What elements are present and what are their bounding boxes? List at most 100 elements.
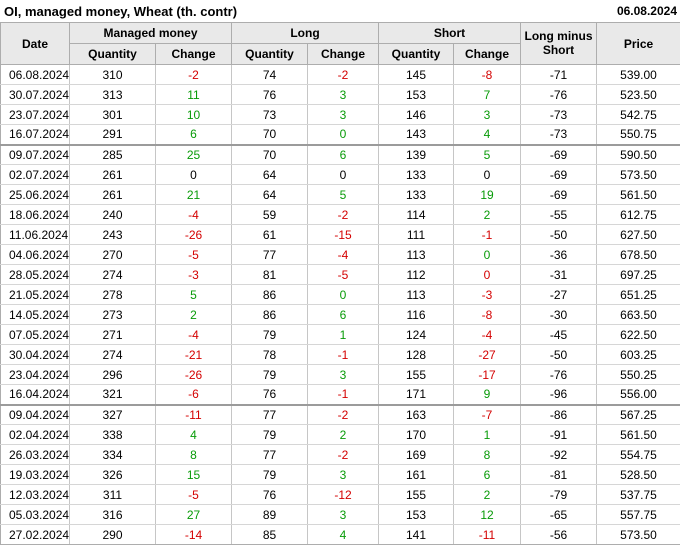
managed-change-cell: 27 [155, 504, 232, 525]
col-header-short-change: Change [453, 43, 522, 65]
short-change-cell: -17 [453, 364, 522, 385]
short-change-cell: 7 [453, 84, 522, 105]
price-cell: 557.75 [596, 504, 680, 525]
short-quantity-cell: 111 [378, 224, 455, 245]
managed-change-cell: -26 [155, 364, 232, 385]
table-row: 14.05.2024 273 2 86 6 116 -8 -30 663.50 [0, 304, 680, 325]
short-quantity-cell: 161 [378, 464, 455, 485]
managed-quantity-cell: 338 [69, 424, 156, 445]
short-change-cell: 0 [453, 164, 522, 185]
date-cell: 05.03.2024 [0, 504, 70, 525]
short-quantity-cell: 163 [378, 404, 455, 425]
long-quantity-cell: 59 [231, 204, 308, 225]
managed-change-cell: 4 [155, 424, 232, 445]
long-minus-short-cell: -91 [520, 424, 598, 445]
managed-quantity-cell: 285 [69, 144, 156, 165]
short-change-cell: 4 [453, 124, 522, 146]
short-quantity-cell: 143 [378, 124, 455, 146]
table-row: 30.04.2024 274 -21 78 -1 128 -27 -50 603… [0, 344, 680, 365]
date-cell: 06.08.2024 [0, 64, 70, 85]
price-cell: 550.25 [596, 364, 680, 385]
short-change-cell: 1 [453, 424, 522, 445]
long-change-cell: -12 [306, 484, 380, 505]
table-row: 26.03.2024 334 8 77 -2 169 8 -92 554.75 [0, 444, 680, 465]
short-change-cell: -7 [453, 404, 522, 425]
long-change-cell: -2 [306, 64, 380, 85]
long-minus-short-cell: -71 [520, 64, 598, 85]
table-row: 23.04.2024 296 -26 79 3 155 -17 -76 550.… [0, 364, 680, 385]
short-change-cell: 2 [453, 484, 522, 505]
date-cell: 12.03.2024 [0, 484, 70, 505]
long-minus-short-cell: -50 [520, 224, 598, 245]
short-quantity-cell: 153 [378, 504, 455, 525]
managed-change-cell: 21 [155, 184, 232, 205]
long-change-cell: -1 [306, 344, 380, 365]
long-minus-short-cell: -76 [520, 84, 598, 105]
long-quantity-cell: 79 [231, 324, 308, 345]
managed-quantity-cell: 313 [69, 84, 156, 105]
short-change-cell: -27 [453, 344, 522, 365]
date-cell: 26.03.2024 [0, 444, 70, 465]
managed-quantity-cell: 240 [69, 204, 156, 225]
short-quantity-cell: 146 [378, 104, 455, 125]
managed-change-cell: -6 [155, 384, 232, 406]
table-row: 09.04.2024 327 -11 77 -2 163 -7 -86 567.… [0, 404, 680, 425]
long-minus-short-cell: -50 [520, 344, 598, 365]
managed-change-cell: -21 [155, 344, 232, 365]
short-change-cell: 19 [453, 184, 522, 205]
managed-quantity-cell: 311 [69, 484, 156, 505]
table-row: 23.07.2024 301 10 73 3 146 3 -73 542.75 [0, 104, 680, 125]
short-change-cell: 5 [453, 144, 522, 165]
managed-quantity-cell: 296 [69, 364, 156, 385]
short-quantity-cell: 133 [378, 184, 455, 205]
long-quantity-cell: 64 [231, 184, 308, 205]
price-cell: 678.50 [596, 244, 680, 265]
date-cell: 16.07.2024 [0, 124, 70, 146]
short-quantity-cell: 171 [378, 384, 455, 406]
short-quantity-cell: 145 [378, 64, 455, 85]
short-quantity-cell: 128 [378, 344, 455, 365]
table-row: 09.07.2024 285 25 70 6 139 5 -69 590.50 [0, 144, 680, 165]
long-change-cell: 4 [306, 524, 380, 545]
col-header-short: Short [378, 22, 522, 44]
short-change-cell: 9 [453, 384, 522, 406]
table-row: 16.04.2024 321 -6 76 -1 171 9 -96 556.00 [0, 384, 680, 406]
long-minus-short-cell: -56 [520, 524, 598, 545]
managed-quantity-cell: 278 [69, 284, 156, 305]
table-row: 16.07.2024 291 6 70 0 143 4 -73 550.75 [0, 124, 680, 146]
short-change-cell: 2 [453, 204, 522, 225]
long-quantity-cell: 73 [231, 104, 308, 125]
title-bar: OI, managed money, Wheat (th. contr) 06.… [0, 0, 680, 22]
managed-change-cell: 2 [155, 304, 232, 325]
table-row: 05.03.2024 316 27 89 3 153 12 -65 557.75 [0, 504, 680, 525]
long-minus-short-cell: -79 [520, 484, 598, 505]
table-row: 25.06.2024 261 21 64 5 133 19 -69 561.50 [0, 184, 680, 205]
managed-quantity-cell: 301 [69, 104, 156, 125]
managed-quantity-cell: 291 [69, 124, 156, 146]
long-quantity-cell: 64 [231, 164, 308, 185]
price-cell: 651.25 [596, 284, 680, 305]
long-change-cell: 3 [306, 504, 380, 525]
long-quantity-cell: 85 [231, 524, 308, 545]
managed-change-cell: -5 [155, 484, 232, 505]
report-date: 06.08.2024 [616, 4, 677, 18]
long-quantity-cell: 70 [231, 144, 308, 165]
managed-quantity-cell: 290 [69, 524, 156, 545]
long-quantity-cell: 79 [231, 424, 308, 445]
long-quantity-cell: 78 [231, 344, 308, 365]
managed-quantity-cell: 271 [69, 324, 156, 345]
long-change-cell: -2 [306, 444, 380, 465]
long-minus-short-cell: -73 [520, 104, 598, 125]
managed-change-cell: -2 [155, 64, 232, 85]
price-cell: 523.50 [596, 84, 680, 105]
col-header-managed-change: Change [155, 43, 232, 65]
short-quantity-cell: 155 [378, 484, 455, 505]
price-cell: 556.00 [596, 384, 680, 406]
short-quantity-cell: 114 [378, 204, 455, 225]
date-cell: 09.04.2024 [0, 404, 70, 425]
long-change-cell: 0 [306, 124, 380, 146]
col-header-short-quantity: Quantity [378, 43, 455, 65]
table-row: 04.06.2024 270 -5 77 -4 113 0 -36 678.50 [0, 244, 680, 265]
short-change-cell: -3 [453, 284, 522, 305]
managed-quantity-cell: 334 [69, 444, 156, 465]
